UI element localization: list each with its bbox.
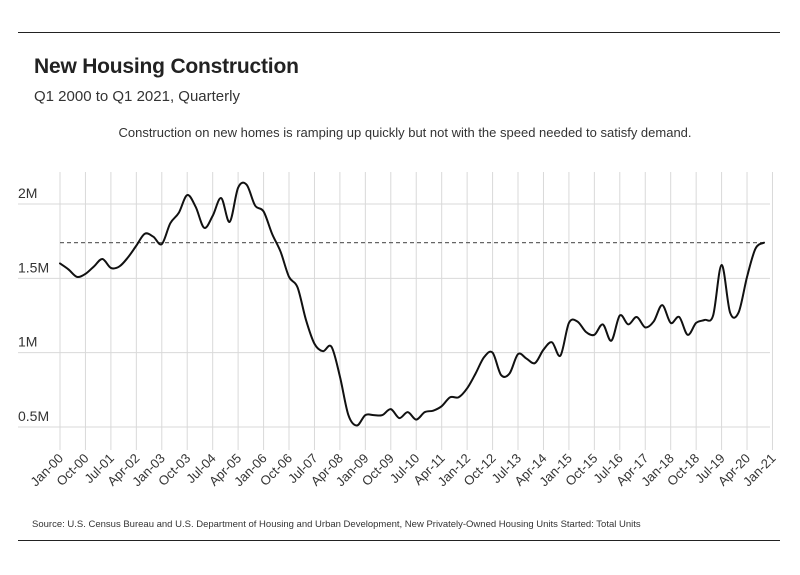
y-tick-label: 2M: [18, 185, 37, 201]
y-axis-labels: 0.5M 1M 1.5M 2M: [18, 185, 49, 424]
series-line-housing-starts: [59, 181, 765, 427]
x-axis-labels: Jan-00Oct-00Jul-01Apr-02Jan-03Oct-03Jul-…: [27, 451, 778, 490]
y-gridlines: [18, 203, 770, 428]
chart-subtitle: Q1 2000 to Q1 2021, Quarterly: [34, 88, 240, 105]
bottom-rule: [18, 540, 780, 541]
chart-annotation: Construction on new homes is ramping up …: [118, 125, 692, 140]
top-rule: [18, 32, 780, 33]
y-tick-label: 1.5M: [18, 259, 49, 275]
series-group: [59, 181, 765, 427]
y-tick-label: 1M: [18, 334, 37, 350]
chart-title: New Housing Construction: [34, 55, 299, 78]
y-tick-label: 0.5M: [18, 408, 49, 424]
source-note: Source: U.S. Census Bureau and U.S. Depa…: [32, 519, 641, 530]
x-gridlines: [59, 172, 773, 450]
